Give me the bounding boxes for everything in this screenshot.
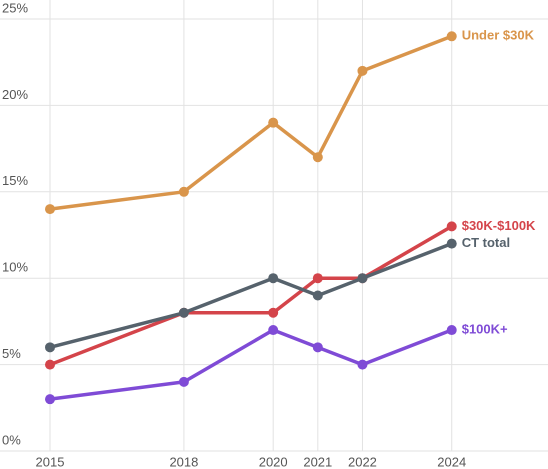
data-point (312, 273, 323, 284)
x-tick-label: 2015 (36, 454, 65, 469)
data-point (178, 376, 189, 387)
series-line (49, 328, 453, 401)
data-point (446, 221, 457, 232)
data-point (446, 31, 457, 42)
data-point (446, 238, 457, 249)
y-tick-label: 10% (2, 260, 28, 275)
series-label: $100K+ (462, 321, 508, 336)
series-line (49, 242, 453, 350)
series-label: $30K-$100K (462, 218, 536, 233)
series-label: Under $30K (462, 28, 535, 43)
y-tick-label: 20% (2, 87, 28, 102)
x-tick-label: 2024 (437, 454, 466, 469)
data-point (312, 290, 323, 301)
data-point (268, 273, 279, 284)
series-label: CT total (462, 235, 510, 250)
series-line (49, 34, 453, 211)
data-point (45, 342, 55, 353)
x-tick-label: 2021 (303, 454, 332, 469)
series-line (49, 224, 453, 367)
y-tick-label: 25% (2, 0, 28, 15)
data-point (45, 359, 55, 370)
x-tick-label: 2018 (169, 454, 198, 469)
x-tick-label: 2022 (348, 454, 377, 469)
data-point (357, 65, 368, 76)
data-point (268, 117, 279, 128)
x-tick-label: 2020 (259, 454, 288, 469)
data-point (178, 307, 189, 318)
data-point (357, 273, 368, 284)
data-point (312, 152, 323, 163)
y-tick-label: 5% (2, 346, 21, 361)
y-tick-label: 15% (2, 173, 28, 188)
data-point (446, 325, 457, 336)
y-tick-label: 0% (2, 432, 21, 447)
data-point (312, 342, 323, 353)
data-point (178, 186, 189, 197)
data-point (268, 325, 279, 336)
data-point (45, 204, 55, 215)
data-point (268, 307, 279, 318)
data-point (45, 394, 55, 405)
data-point (357, 359, 368, 370)
